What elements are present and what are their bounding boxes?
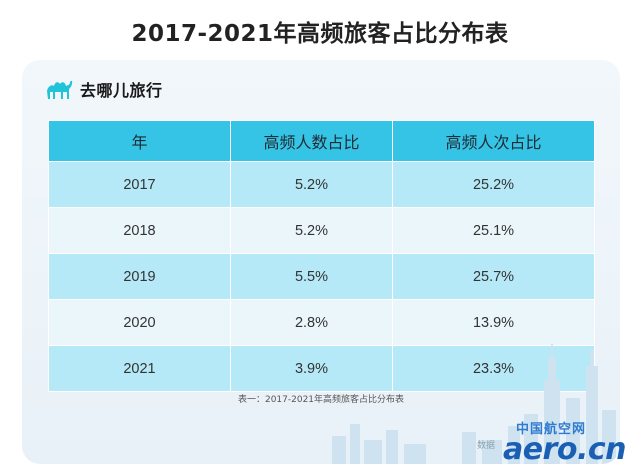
- cell-trips-share: 25.7%: [392, 253, 595, 300]
- cell-year: 2020: [48, 299, 231, 346]
- table-header-row: 年 高频人数占比 高频人次占比: [48, 120, 595, 162]
- column-header-people-share: 高频人数占比: [230, 120, 393, 162]
- cell-people-share: 3.9%: [230, 345, 393, 392]
- cell-people-share: 5.2%: [230, 207, 393, 254]
- table-row: 2020 2.8% 13.9%: [48, 299, 595, 346]
- page-title: 2017-2021年高频旅客占比分布表: [131, 21, 509, 47]
- cell-year: 2021: [48, 345, 231, 392]
- cell-trips-share: 25.2%: [392, 161, 595, 208]
- cell-year: 2018: [48, 207, 231, 254]
- table-caption: 表一：2017-2021年高频旅客占比分布表: [237, 395, 405, 405]
- cell-trips-share: 13.9%: [392, 299, 595, 346]
- column-header-trips-share: 高频人次占比: [392, 120, 595, 162]
- cell-year: 2017: [48, 161, 231, 208]
- source-label: 数据: [477, 441, 496, 451]
- brand-name: 去哪儿旅行: [80, 81, 163, 100]
- watermark-site-name: 中国航空网: [515, 422, 586, 437]
- table-row: 2019 5.5% 25.7%: [48, 253, 595, 300]
- cell-people-share: 5.5%: [230, 253, 393, 300]
- cell-trips-share: 25.1%: [392, 207, 595, 254]
- city-skyline-illustration: [332, 344, 616, 464]
- cell-people-share: 5.2%: [230, 161, 393, 208]
- table-row: 2018 5.2% 25.1%: [48, 207, 595, 254]
- camel-icon: [47, 80, 73, 99]
- column-header-year: 年: [48, 120, 231, 162]
- table-card: 去哪儿旅行 年 高频人数占比 高频人次占比 2017 5.2% 25.2% 20…: [22, 60, 620, 464]
- watermark-domain: aero.cn: [502, 432, 627, 467]
- cell-trips-share: 23.3%: [392, 345, 595, 392]
- table-row: 2017 5.2% 25.2%: [48, 161, 595, 208]
- cell-year: 2019: [48, 253, 231, 300]
- aero-watermark: 中国航空网 aero.cn: [476, 418, 627, 470]
- data-table: 年 高频人数占比 高频人次占比 2017 5.2% 25.2% 2018 5.2…: [48, 120, 595, 392]
- table-row: 2021 3.9% 23.3%: [48, 345, 595, 392]
- cell-people-share: 2.8%: [230, 299, 393, 346]
- brand-logo: 去哪儿旅行: [44, 76, 163, 102]
